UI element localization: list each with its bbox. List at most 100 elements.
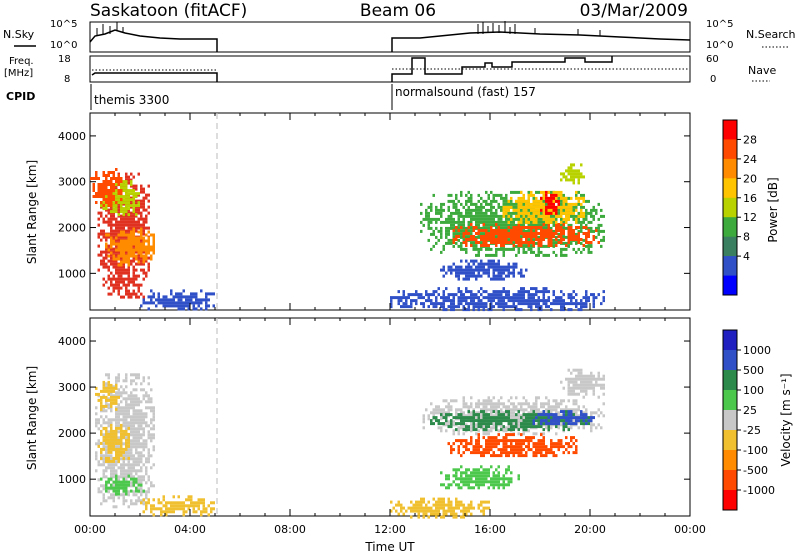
heatmap-cell bbox=[572, 163, 575, 167]
heatmap-cell bbox=[402, 290, 405, 294]
heatmap-cell bbox=[470, 202, 473, 206]
heatmap-cell bbox=[145, 415, 148, 419]
heatmap-cell bbox=[120, 463, 123, 467]
heatmap-cell bbox=[442, 414, 445, 418]
heatmap-cell bbox=[147, 236, 150, 240]
heatmap-cell bbox=[557, 402, 560, 406]
heatmap-cell bbox=[402, 506, 405, 510]
heatmap-cell bbox=[530, 411, 533, 415]
heatmap-cell bbox=[465, 229, 468, 232]
heatmap-cell bbox=[170, 507, 173, 511]
heatmap-cell bbox=[505, 241, 508, 244]
heatmap-cell bbox=[130, 457, 133, 461]
heatmap-cell bbox=[110, 454, 113, 458]
heatmap-cell bbox=[562, 302, 565, 306]
heatmap-cell bbox=[522, 454, 525, 458]
heatmap-cell bbox=[145, 220, 148, 224]
heatmap-cell bbox=[522, 296, 525, 300]
heatmap-cell bbox=[545, 299, 548, 303]
heatmap-cell bbox=[102, 232, 105, 236]
heatmap-cell bbox=[112, 385, 115, 389]
heatmap-cell bbox=[485, 445, 488, 449]
station-title: Saskatoon (fitACF) bbox=[90, 1, 247, 21]
heatmap-cell bbox=[195, 501, 198, 505]
heatmap-cell bbox=[142, 421, 145, 425]
heatmap-cell bbox=[137, 262, 140, 266]
heatmap-cell bbox=[127, 490, 130, 494]
heatmap-cell bbox=[572, 399, 575, 403]
heatmap-cell bbox=[137, 442, 140, 446]
heatmap-cell bbox=[445, 399, 448, 403]
heatmap-cell bbox=[535, 448, 538, 452]
heatmap-cell bbox=[457, 244, 460, 248]
heatmap-cell bbox=[182, 307, 185, 311]
heatmap-cell bbox=[110, 232, 113, 236]
heatmap-cell bbox=[182, 501, 185, 505]
heatmap-cell bbox=[435, 241, 438, 245]
heatmap-cell bbox=[585, 419, 588, 423]
heatmap-cell bbox=[485, 500, 488, 504]
heatmap-cell bbox=[397, 290, 400, 294]
heatmap-cell bbox=[125, 451, 128, 455]
heatmap-cell bbox=[125, 486, 128, 490]
heatmap-cell bbox=[517, 402, 520, 406]
heatmap-cell bbox=[442, 416, 445, 420]
heatmap-cell bbox=[135, 403, 138, 407]
heatmap-cell bbox=[565, 217, 568, 221]
heatmap-cell bbox=[142, 489, 145, 493]
heatmap-cell bbox=[567, 410, 570, 414]
heatmap-cell bbox=[412, 509, 415, 513]
heatmap-cell bbox=[462, 268, 465, 272]
heatmap-cell bbox=[570, 196, 573, 200]
heatmap-cell bbox=[190, 295, 193, 299]
heatmap-cell bbox=[520, 442, 523, 446]
heatmap-cell bbox=[190, 301, 193, 305]
heatmap-cell bbox=[577, 241, 580, 244]
cpid-panel: CPID themis 3300 normalsound (fast) 157 bbox=[6, 84, 536, 110]
heatmap-cell bbox=[115, 265, 118, 269]
heatmap-cell bbox=[470, 416, 473, 420]
heatmap-cell bbox=[570, 413, 573, 417]
heatmap-cell bbox=[450, 399, 453, 403]
heatmap-cell bbox=[450, 500, 453, 504]
heatmap-cell bbox=[460, 422, 463, 426]
heatmap-cell bbox=[527, 411, 530, 415]
heatmap-cell bbox=[97, 442, 100, 446]
heatmap-cell bbox=[110, 280, 113, 284]
heatmap-cell bbox=[122, 265, 125, 269]
heatmap-cell bbox=[522, 223, 525, 227]
heatmap-cell bbox=[552, 250, 555, 254]
heatmap-cell bbox=[555, 416, 558, 420]
heatmap-cell bbox=[535, 232, 538, 235]
heatmap-cell bbox=[97, 232, 100, 236]
heatmap-cell bbox=[122, 180, 125, 184]
heatmap-cell bbox=[485, 241, 488, 244]
heatmap-cell bbox=[427, 414, 430, 418]
heatmap-cell bbox=[452, 416, 455, 420]
heatmap-cell bbox=[100, 456, 103, 460]
heatmap-cell bbox=[537, 439, 540, 443]
heatmap-cell bbox=[130, 466, 133, 470]
heatmap-cell bbox=[570, 422, 573, 426]
heatmap-cell bbox=[460, 296, 463, 300]
heatmap-cell bbox=[115, 383, 118, 387]
heatmap-cell bbox=[560, 190, 563, 194]
heatmap-cell bbox=[417, 509, 420, 513]
heatmap-cell bbox=[542, 205, 545, 209]
heatmap-cell bbox=[487, 451, 490, 455]
heatmap-cell bbox=[130, 406, 133, 410]
heatmap-cell bbox=[552, 244, 555, 248]
heatmap-cell bbox=[445, 486, 448, 490]
heatmap-cell bbox=[520, 451, 523, 455]
heatmap-cell bbox=[127, 460, 130, 464]
heatmap-cell bbox=[585, 238, 588, 241]
heatmap-cell bbox=[462, 223, 465, 227]
heatmap-cell bbox=[497, 262, 500, 266]
heatmap-cell bbox=[145, 257, 148, 261]
heatmap-cell bbox=[450, 302, 453, 306]
heatmap-cell bbox=[135, 448, 138, 452]
heatmap-cell bbox=[107, 421, 110, 425]
heatmap-cell bbox=[452, 506, 455, 510]
heatmap-cell bbox=[560, 226, 563, 229]
heatmap-cell bbox=[527, 193, 530, 197]
